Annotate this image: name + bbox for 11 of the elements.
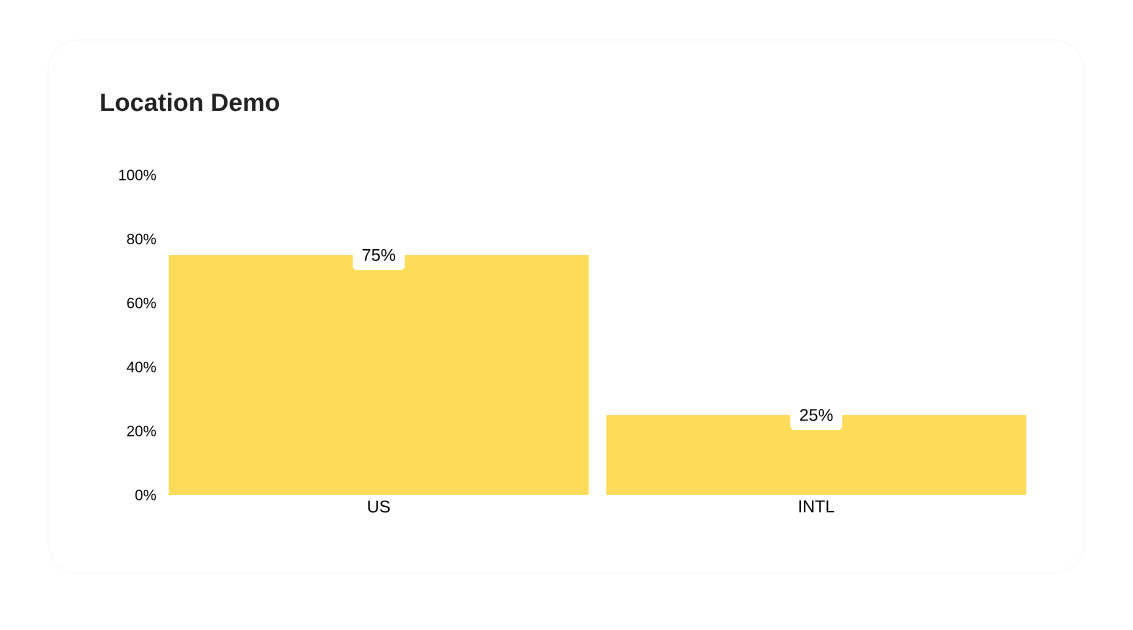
y-tick-label: 40%	[126, 361, 156, 373]
y-tick-label: 80%	[127, 233, 156, 245]
x-tick-label: INTL	[799, 500, 835, 513]
chart-title: Location Demo	[101, 92, 280, 112]
y-tick-label: 100%	[119, 169, 156, 181]
x-tick-label: US	[368, 500, 390, 513]
y-tick-label: 20%	[127, 425, 156, 437]
data-label: 25%	[800, 408, 833, 422]
y-tick-label: 60%	[127, 297, 156, 309]
y-tick-label: 0%	[135, 489, 156, 501]
data-label: 75%	[362, 249, 396, 261]
